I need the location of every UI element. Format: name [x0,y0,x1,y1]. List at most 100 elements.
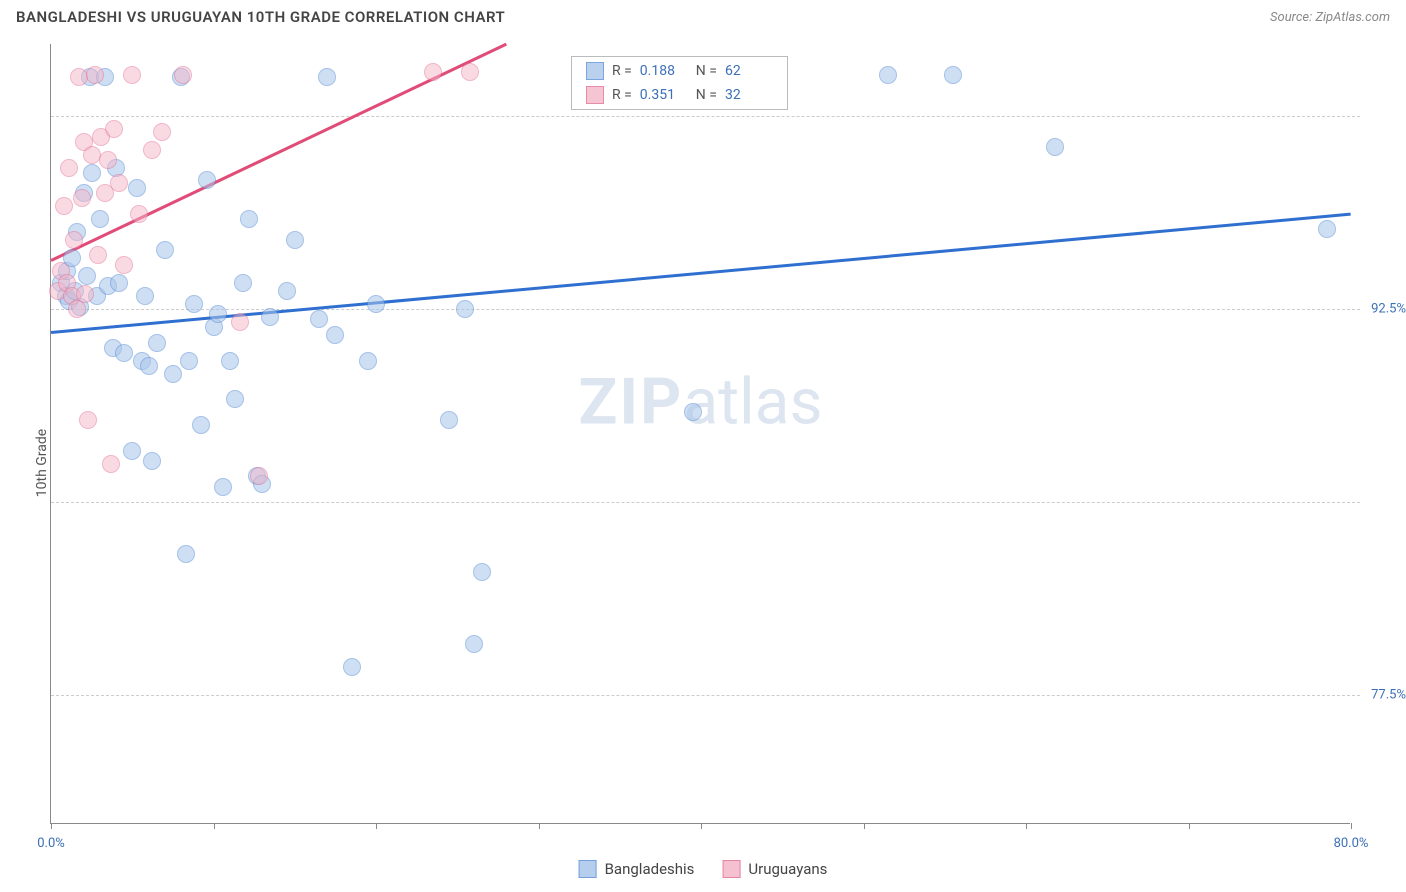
data-point-uruguayans [86,66,104,84]
gridline [51,116,1360,117]
data-point-uruguayans [250,467,268,485]
data-point-uruguayans [110,174,128,192]
data-point-uruguayans [60,159,78,177]
watermark: ZIPatlas [579,365,823,440]
gridline [51,309,1360,310]
data-point-bangladeshis [221,352,239,370]
data-point-bangladeshis [944,66,962,84]
data-point-bangladeshis [209,305,227,323]
data-point-bangladeshis [91,210,109,228]
data-point-bangladeshis [465,635,483,653]
data-point-bangladeshis [164,365,182,383]
x-tick [376,823,377,829]
legend-label: Uruguayans [748,860,827,878]
data-point-bangladeshis [1318,220,1336,238]
legend-swatch [722,860,740,878]
data-point-bangladeshis [440,411,458,429]
correlation-legend: R = 0.188 N = 62 R = 0.351 N = 32 [571,56,788,110]
data-point-uruguayans [461,63,479,81]
data-point-bangladeshis [367,295,385,313]
r-value: 0.351 [640,87,688,103]
data-point-uruguayans [105,120,123,138]
data-point-uruguayans [174,66,192,84]
x-tick [539,823,540,829]
data-point-bangladeshis [278,282,296,300]
data-point-bangladeshis [140,357,158,375]
data-point-bangladeshis [136,287,154,305]
data-point-uruguayans [76,285,94,303]
source-attribution: Source: ZipAtlas.com [1270,10,1390,25]
legend-swatch [586,86,604,104]
data-point-bangladeshis [286,231,304,249]
data-point-bangladeshis [240,210,258,228]
corr-legend-row-uruguayans: R = 0.351 N = 32 [572,83,787,107]
n-value: 62 [725,63,773,79]
chart-container: 10th Grade ZIPatlas R = 0.188N = 62R = 0… [0,34,1406,892]
data-point-bangladeshis [143,452,161,470]
data-point-bangladeshis [180,352,198,370]
x-tick [701,823,702,829]
data-point-uruguayans [99,151,117,169]
data-point-bangladeshis [128,179,146,197]
n-label: N = [696,63,717,79]
data-point-uruguayans [143,141,161,159]
gridline [51,502,1360,503]
data-point-uruguayans [102,455,120,473]
legend-label: Bangladeshis [605,860,695,878]
data-point-uruguayans [83,146,101,164]
x-tick [1026,823,1027,829]
legend-swatch [586,62,604,80]
data-point-uruguayans [231,313,249,331]
data-point-uruguayans [89,246,107,264]
r-label: R = [612,63,632,79]
data-point-uruguayans [65,231,83,249]
n-value: 32 [725,87,773,103]
data-point-bangladeshis [226,390,244,408]
data-point-bangladeshis [326,326,344,344]
data-point-uruguayans [70,68,88,86]
data-point-uruguayans [424,63,442,81]
data-point-bangladeshis [234,274,252,292]
x-tick [1351,823,1352,829]
legend-swatch [579,860,597,878]
data-point-uruguayans [153,123,171,141]
data-point-bangladeshis [473,563,491,581]
x-tick-label: 0.0% [37,836,65,851]
x-tick-label: 80.0% [1334,836,1369,851]
chart-title: BANGLADESHI VS URUGUAYAN 10TH GRADE CORR… [16,8,505,26]
data-point-bangladeshis [156,241,174,259]
series-legend: Bangladeshis Uruguayans [579,860,828,878]
scatter-plot: ZIPatlas R = 0.188N = 62R = 0.351N = 32 … [50,44,1350,824]
data-point-uruguayans [55,197,73,215]
data-point-bangladeshis [177,545,195,563]
data-point-bangladeshis [343,658,361,676]
data-point-bangladeshis [879,66,897,84]
data-point-bangladeshis [198,171,216,189]
data-point-uruguayans [123,66,141,84]
data-point-bangladeshis [115,344,133,362]
y-axis-label: 10th Grade [34,429,50,497]
x-tick [1189,823,1190,829]
data-point-uruguayans [68,300,86,318]
r-label: R = [612,87,632,103]
y-tick-label: 77.5% [1354,688,1406,703]
n-label: N = [696,87,717,103]
data-point-bangladeshis [123,442,141,460]
data-point-bangladeshis [78,267,96,285]
data-point-bangladeshis [185,295,203,313]
data-point-bangladeshis [318,68,336,86]
data-point-bangladeshis [192,416,210,434]
data-point-bangladeshis [359,352,377,370]
x-tick [864,823,865,829]
data-point-bangladeshis [1046,138,1064,156]
y-tick-label: 92.5% [1354,302,1406,317]
legend-item-uruguayans: Uruguayans [722,860,827,878]
data-point-uruguayans [115,256,133,274]
data-point-bangladeshis [310,310,328,328]
legend-item-bangladeshis: Bangladeshis [579,860,695,878]
r-value: 0.188 [640,63,688,79]
data-point-uruguayans [79,411,97,429]
data-point-bangladeshis [261,308,279,326]
data-point-uruguayans [130,205,148,223]
data-point-bangladeshis [456,300,474,318]
